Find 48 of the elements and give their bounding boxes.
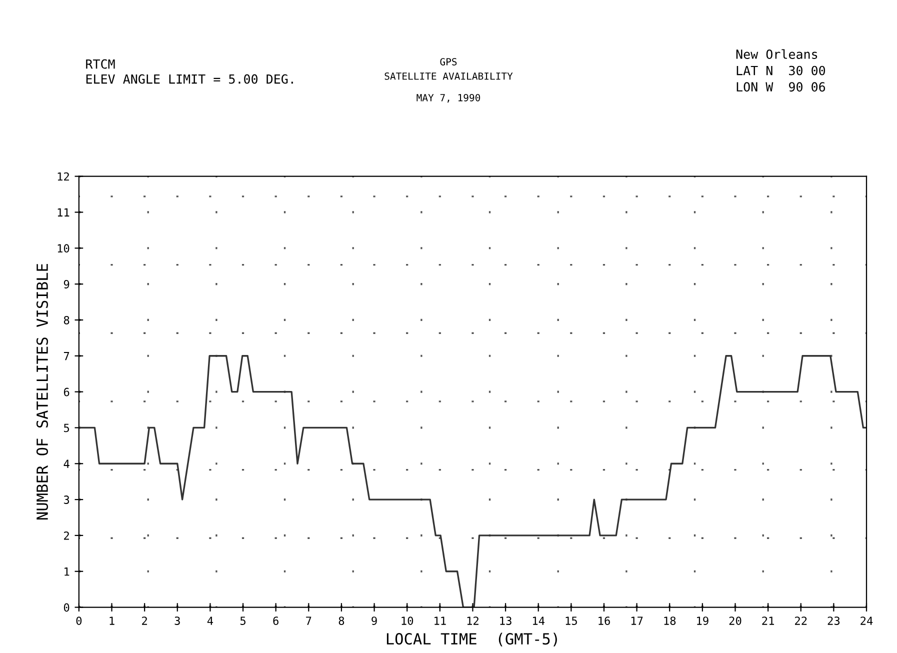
y-tick-label: 5 (64, 424, 70, 432)
chart-title: GPS (440, 58, 457, 66)
x-tick-label: 18 (664, 616, 676, 625)
y-axis-title: NUMBER OF SATELLITES VISIBLE (36, 264, 48, 520)
x-tick-label: 4 (207, 616, 214, 625)
y-tick-label: 6 (64, 388, 70, 396)
x-tick-label: 14 (532, 616, 545, 625)
text: LON W 90 06 (736, 82, 826, 92)
y-tick-label: 2 (64, 531, 69, 540)
x-tick-label: 15 (566, 616, 577, 625)
x-tick-label: 10 (402, 616, 414, 625)
text: ELEV ANGLE LIMIT = 5.00 DEG. (86, 74, 293, 84)
y-tick-label: 9 (64, 280, 70, 288)
y-tick-label: 7 (64, 352, 70, 360)
x-tick-label: 1 (110, 616, 114, 625)
x-tick-label: 12 (467, 616, 478, 625)
x-tick-label: 11 (434, 616, 446, 625)
y-tick-label: 1 (64, 568, 70, 576)
x-axis-title: LOCAL TIME (GMT-5) (386, 632, 557, 646)
x-tick-label: 13 (500, 616, 512, 625)
x-tick-label: 19 (697, 616, 708, 625)
x-tick-label: 3 (174, 616, 180, 625)
text: LAT N 30 00 (736, 66, 826, 76)
x-tick-label: 9 (372, 616, 377, 625)
y-tick-label: 3 (64, 496, 70, 504)
text: MAY 7, 1990 (416, 94, 480, 103)
x-tick-label: 16 (598, 616, 610, 625)
x-tick-label: 0 (76, 616, 82, 625)
x-tick-label: 8 (338, 616, 344, 625)
x-tick-label: 23 (828, 616, 840, 625)
x-tick-label: 22 (795, 616, 807, 625)
text: New Orleans (736, 49, 818, 59)
chart-subtitle: SATELLITE AVAILABILITY (384, 72, 513, 80)
y-tick-label: 8 (64, 316, 70, 324)
y-tick-label: 4 (64, 460, 70, 468)
x-tick-label: 20 (729, 616, 742, 625)
x-tick-label: 17 (631, 616, 643, 625)
x-tick-label: 6 (273, 616, 278, 625)
y-tick-label: 0 (64, 603, 70, 612)
y-tick-label: 12 (58, 172, 69, 181)
text: RTCM (86, 59, 115, 69)
x-tick-label: 2 (142, 616, 147, 625)
x-tick-label: 21 (762, 616, 774, 625)
y-tick-label: 10 (58, 244, 70, 253)
y-tick-label: 11 (58, 208, 70, 216)
x-tick-label: 7 (306, 616, 312, 625)
x-tick-label: 24 (860, 616, 873, 625)
x-tick-label: 5 (240, 616, 246, 625)
